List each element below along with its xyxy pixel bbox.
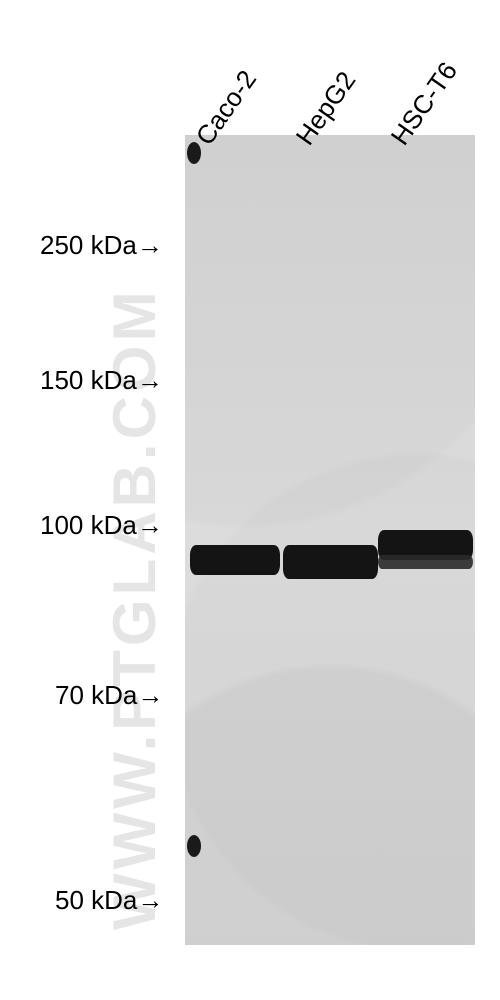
mw-label: 100 kDa→ xyxy=(40,510,163,541)
mw-label: 150 kDa→ xyxy=(40,365,163,396)
band-lane1 xyxy=(190,545,280,575)
band-lane3-lower xyxy=(378,555,473,569)
figure-container: WWW.PTGLAB.COM Caco-2 HepG2 HSC-T6 250 k… xyxy=(0,0,500,1000)
mw-label: 50 kDa→ xyxy=(55,885,163,916)
band-lane2 xyxy=(283,545,378,579)
mw-label: 250 kDa→ xyxy=(40,230,163,261)
marker-dot xyxy=(187,835,201,857)
mw-label: 70 kDa→ xyxy=(55,680,163,711)
marker-dot xyxy=(187,142,201,164)
